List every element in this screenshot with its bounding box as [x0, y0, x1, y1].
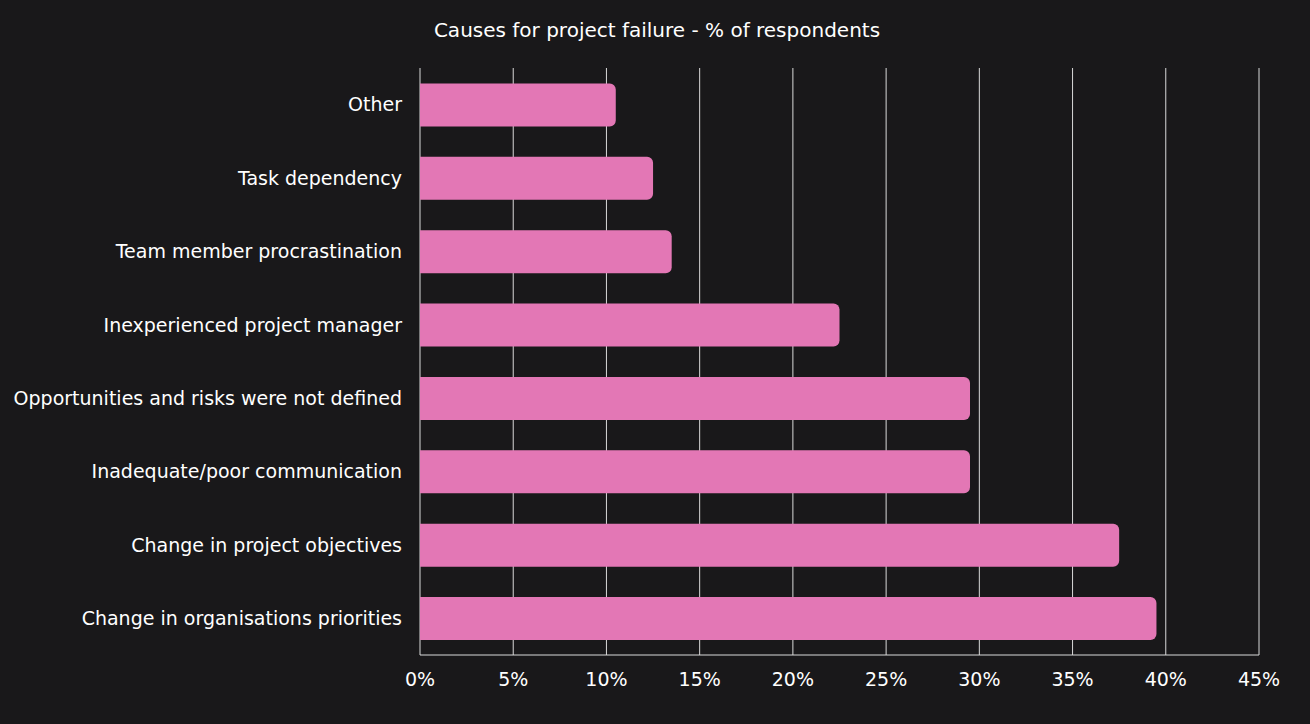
svg-text:Change in project objectives: Change in project objectives [131, 534, 402, 556]
svg-text:45%: 45% [1238, 668, 1280, 690]
svg-text:25%: 25% [865, 668, 907, 690]
svg-text:30%: 30% [958, 668, 1000, 690]
svg-text:10%: 10% [585, 668, 627, 690]
svg-text:40%: 40% [1145, 668, 1187, 690]
svg-text:Change in organisations priori: Change in organisations priorities [82, 607, 402, 629]
svg-text:5%: 5% [498, 668, 528, 690]
svg-text:0%: 0% [405, 668, 435, 690]
svg-text:35%: 35% [1051, 668, 1093, 690]
svg-text:Inadequate/poor communication: Inadequate/poor communication [92, 460, 402, 482]
svg-text:15%: 15% [679, 668, 721, 690]
svg-text:Opportunities and risks were n: Opportunities and risks were not defined [14, 387, 402, 409]
svg-text:Other: Other [348, 93, 402, 115]
html-text:Causes for project failure - %: Causes for project failure - % of respon… [433, 18, 881, 42]
svg-text:Team member procrastination: Team member procrastination [115, 240, 402, 262]
svg-text:20%: 20% [772, 668, 814, 690]
svg-text:Task dependency: Task dependency [237, 167, 402, 189]
svg-text:Inexperienced project manager: Inexperienced project manager [104, 314, 403, 336]
